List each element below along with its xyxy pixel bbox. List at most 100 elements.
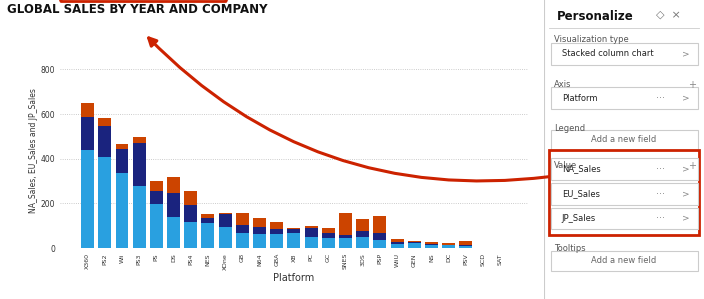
Text: >: > (681, 164, 689, 173)
Bar (408, 243, 421, 248)
Legend: NA_Sales, EU_Sales, JP_Sales: NA_Sales, EU_Sales, JP_Sales (60, 0, 227, 1)
Text: ···: ··· (656, 93, 665, 103)
Bar (356, 231, 369, 237)
Text: ◇  ×: ◇ × (656, 10, 681, 19)
Bar (99, 157, 111, 248)
Bar (219, 214, 232, 228)
Bar (201, 218, 215, 223)
Bar (270, 234, 283, 248)
Bar (270, 222, 283, 229)
Text: >: > (681, 49, 689, 58)
Bar (442, 245, 455, 248)
Bar (201, 214, 215, 218)
Bar (339, 238, 352, 248)
Bar (115, 173, 128, 248)
Bar (253, 234, 266, 248)
Bar (270, 229, 283, 234)
Bar (339, 213, 352, 235)
Bar (287, 233, 301, 248)
Text: NA_Sales: NA_Sales (562, 164, 601, 173)
Bar (253, 227, 266, 234)
FancyBboxPatch shape (551, 87, 698, 109)
FancyBboxPatch shape (551, 130, 698, 150)
FancyBboxPatch shape (551, 208, 698, 229)
Text: >: > (681, 214, 689, 223)
Bar (219, 228, 232, 248)
Bar (81, 117, 94, 150)
Text: GLOBAL SALES BY YEAR AND COMPANY: GLOBAL SALES BY YEAR AND COMPANY (7, 3, 268, 16)
Bar (150, 181, 163, 191)
Text: Add a new field: Add a new field (591, 135, 657, 144)
Bar (322, 233, 335, 238)
FancyBboxPatch shape (551, 251, 698, 271)
Text: Legend: Legend (554, 124, 585, 133)
Bar (356, 237, 369, 248)
Bar (356, 219, 369, 231)
Bar (167, 193, 180, 217)
Text: >: > (681, 94, 689, 103)
X-axis label: Platform: Platform (273, 273, 315, 283)
Bar (460, 246, 472, 248)
Bar (253, 218, 266, 227)
Bar (305, 237, 318, 248)
Text: JP_Sales: JP_Sales (562, 214, 596, 223)
Text: EU_Sales: EU_Sales (562, 189, 600, 198)
FancyBboxPatch shape (551, 43, 698, 65)
Bar (442, 243, 455, 245)
Bar (99, 126, 111, 157)
Bar (408, 241, 421, 242)
Bar (133, 143, 146, 186)
Bar (391, 244, 403, 248)
Bar (460, 241, 472, 245)
Bar (305, 228, 318, 237)
Text: ···: ··· (656, 189, 665, 199)
Text: Value: Value (554, 161, 577, 170)
Bar (184, 205, 197, 222)
Bar (133, 137, 146, 143)
Bar (391, 242, 403, 244)
Text: ···: ··· (656, 164, 665, 174)
Bar (322, 238, 335, 248)
Bar (184, 191, 197, 205)
Bar (219, 213, 232, 214)
Text: Axis: Axis (554, 80, 571, 89)
FancyBboxPatch shape (551, 183, 698, 205)
Bar (167, 177, 180, 193)
Bar (115, 150, 128, 173)
Bar (150, 204, 163, 248)
Bar (425, 244, 438, 245)
Bar (425, 242, 438, 244)
Bar (391, 239, 403, 242)
Bar (236, 233, 249, 248)
Text: >: > (681, 189, 689, 198)
Bar (373, 240, 386, 248)
Bar (81, 150, 94, 248)
Bar (201, 223, 215, 248)
Bar (236, 225, 249, 233)
Bar (184, 222, 197, 248)
Text: +: + (688, 161, 696, 171)
Bar (339, 235, 352, 238)
Bar (150, 191, 163, 204)
Bar (99, 118, 111, 126)
Bar (133, 186, 146, 248)
Bar (287, 229, 301, 233)
Bar (167, 217, 180, 248)
Text: Platform: Platform (562, 94, 597, 103)
Bar (408, 242, 421, 243)
Bar (81, 103, 94, 117)
Text: Add a new field: Add a new field (591, 256, 657, 265)
Y-axis label: NA_Sales, EU_Sales and JP_Sales: NA_Sales, EU_Sales and JP_Sales (29, 89, 37, 213)
FancyBboxPatch shape (551, 158, 698, 180)
Bar (115, 144, 128, 150)
Bar (236, 213, 249, 225)
Bar (460, 245, 472, 246)
Bar (322, 228, 335, 233)
Text: Stacked column chart: Stacked column chart (562, 49, 653, 58)
Text: Visualization type: Visualization type (554, 35, 629, 44)
Bar (287, 228, 301, 229)
Bar (373, 234, 386, 240)
Text: ···: ··· (656, 213, 665, 223)
Bar (305, 226, 318, 228)
Bar (373, 216, 386, 234)
